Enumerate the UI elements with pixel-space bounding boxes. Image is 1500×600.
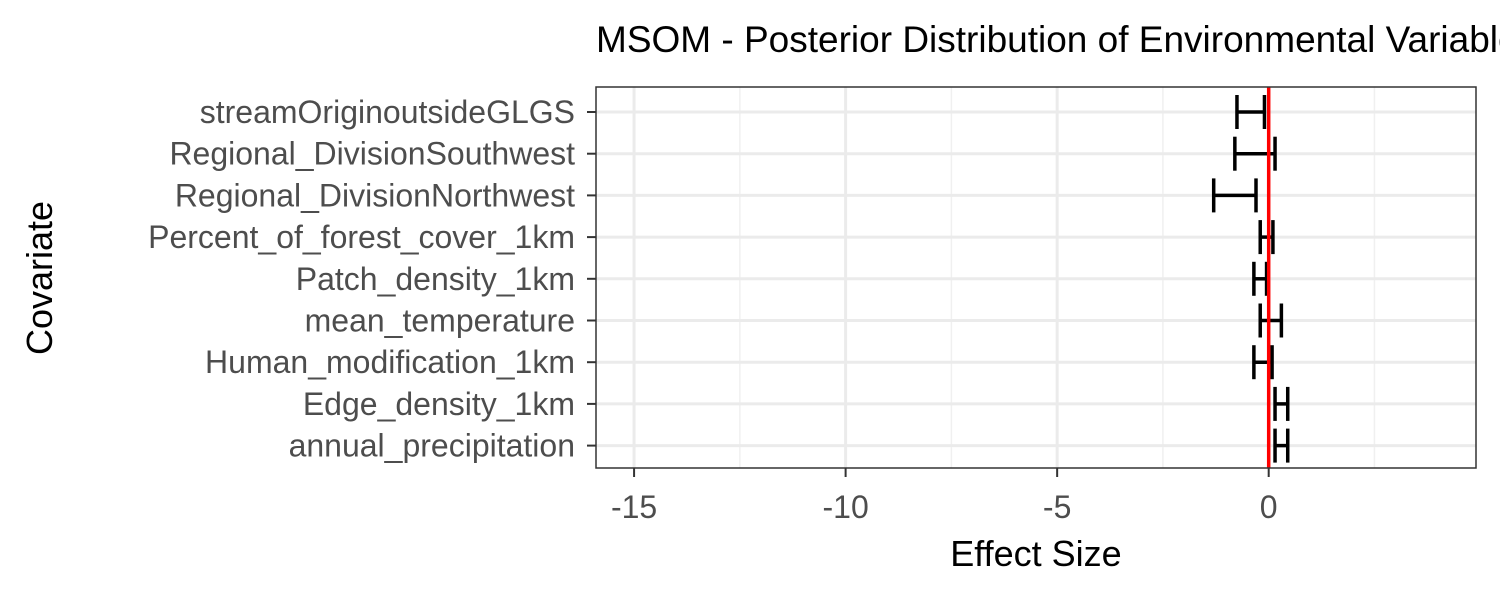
y-tick-label: Patch_density_1km bbox=[296, 261, 575, 297]
x-tick-label: 0 bbox=[1260, 489, 1278, 525]
error-bar bbox=[1258, 220, 1275, 255]
x-tick-label: -10 bbox=[822, 489, 868, 525]
error-bar bbox=[1211, 178, 1258, 213]
y-axis: streamOriginoutsideGLGS Regional_Division… bbox=[148, 94, 596, 464]
error-bar bbox=[1273, 428, 1290, 463]
y-tick-label: streamOriginoutsideGLGS bbox=[200, 94, 575, 130]
y-tick-label: mean_temperature bbox=[305, 303, 575, 339]
grid-major bbox=[596, 87, 1476, 468]
chart-title: MSOM - Posterior Distribution of Environ… bbox=[596, 19, 1500, 60]
y-tick-label: Edge_density_1km bbox=[303, 386, 575, 422]
panel-border bbox=[595, 86, 1477, 469]
x-axis: -15 -10 -5 0 bbox=[611, 468, 1278, 525]
y-tick-label: Percent_of_forest_cover_1km bbox=[148, 219, 575, 255]
y-tick-label: Regional_DivisionSouthwest bbox=[169, 136, 575, 172]
y-tick-label: Regional_DivisionNorthwest bbox=[175, 177, 575, 213]
y-tick-label: annual_precipitation bbox=[289, 428, 575, 464]
y-tick-label: Human_modification_1km bbox=[205, 344, 575, 380]
error-bar bbox=[1252, 261, 1269, 296]
error-bar bbox=[1273, 386, 1290, 421]
error-bar bbox=[1235, 95, 1267, 129]
error-bar bbox=[1258, 303, 1284, 338]
x-tick-label: -5 bbox=[1043, 489, 1071, 525]
error-bars bbox=[1211, 95, 1290, 463]
x-tick-label: -15 bbox=[611, 489, 657, 525]
y-axis-title: Covariate bbox=[19, 201, 60, 355]
x-axis-title: Effect Size bbox=[950, 533, 1121, 574]
